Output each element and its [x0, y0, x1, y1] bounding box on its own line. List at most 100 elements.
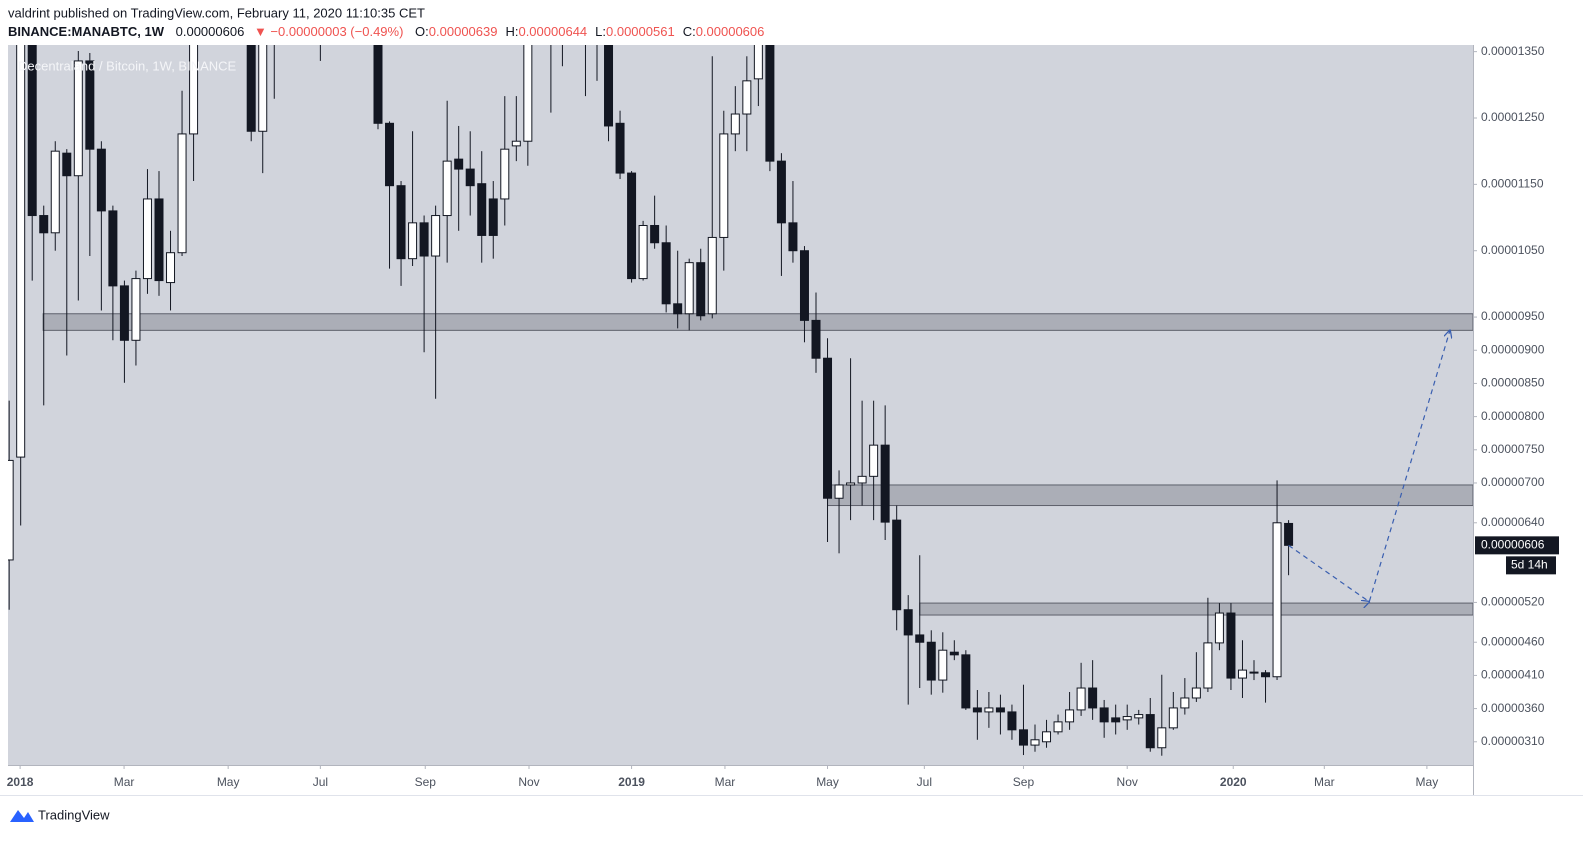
candle-body	[719, 133, 729, 238]
x-tick-label: Jul	[917, 775, 932, 789]
candle-body	[108, 210, 118, 287]
candle-body	[972, 707, 982, 713]
ohlc-key: O:	[415, 24, 429, 39]
candle-body	[419, 222, 429, 257]
ohlc-key: C:	[683, 24, 696, 39]
x-tick-label: May	[1416, 775, 1439, 789]
candle-body	[846, 482, 856, 486]
candle-body	[50, 150, 60, 234]
logo	[10, 810, 34, 822]
candle-body	[1157, 727, 1167, 749]
x-tick-label: 2019	[618, 775, 645, 789]
y-tick-label: 0.00001050	[1481, 243, 1545, 257]
candle-body	[661, 242, 671, 305]
candle-body	[119, 285, 129, 341]
y-tick-label: 0.00000410	[1481, 668, 1545, 682]
brand: TradingView	[38, 807, 110, 822]
candle-body	[823, 357, 833, 499]
symbol: BINANCE:MANABTC, 1W	[8, 24, 165, 39]
ohlc-value: 0.00000639	[429, 24, 498, 39]
y-tick-label: 0.00000700	[1481, 475, 1545, 489]
ohlc-value: 0.00000561	[606, 24, 675, 39]
candle-body	[96, 148, 106, 212]
candle-body	[177, 133, 187, 254]
y-tick-label: 0.00001350	[1481, 44, 1545, 58]
x-tick-label: May	[217, 775, 240, 789]
candle-body	[1042, 731, 1052, 743]
candle-body	[166, 252, 176, 284]
x-tick-label: Nov	[518, 775, 539, 789]
x-tick-label: 2018	[7, 775, 34, 789]
y-tick-label: 0.00000520	[1481, 595, 1545, 609]
candle-body	[385, 122, 395, 187]
x-tick-label: Mar	[114, 775, 135, 789]
x-tick-label: Mar	[715, 775, 736, 789]
candle-body	[949, 651, 959, 656]
candle-body	[1076, 687, 1086, 711]
candle-body	[62, 152, 72, 177]
candle-body	[258, 45, 268, 132]
price-tag-label: 0.00000606	[1481, 538, 1545, 552]
ohlc-key: H:	[505, 24, 518, 39]
candle-body	[373, 45, 383, 124]
y-tick-label: 0.00000360	[1481, 701, 1545, 715]
y-tick-label: 0.00000900	[1481, 342, 1545, 356]
candle-body	[1007, 711, 1017, 731]
candle-body	[16, 45, 26, 458]
candle-body	[1134, 714, 1144, 719]
candle-body	[488, 198, 498, 236]
candle-body	[523, 45, 533, 142]
candle-body	[892, 519, 902, 611]
x-tick-label: May	[816, 775, 839, 789]
y-tick-label: 0.00000750	[1481, 442, 1545, 456]
x-tick-label: Nov	[1117, 775, 1138, 789]
plot	[8, 45, 1473, 756]
byline: valdrint published on TradingView.com, F…	[8, 5, 425, 20]
candle-body	[154, 198, 164, 282]
price-tag	[1475, 536, 1559, 555]
candle-body	[869, 444, 879, 477]
candle-body	[707, 236, 717, 315]
candle-body	[615, 122, 625, 174]
candle-body	[799, 250, 809, 321]
candle-body	[1018, 729, 1028, 746]
candle-body	[984, 707, 994, 713]
candle-body	[742, 80, 752, 115]
ohlc-value: 0.00000644	[518, 24, 587, 39]
candle-body	[1249, 671, 1259, 674]
candle-body	[396, 185, 406, 260]
candle-body	[1099, 707, 1109, 723]
candle-body	[638, 224, 648, 280]
candle-body	[1145, 714, 1155, 749]
candle-body	[442, 160, 452, 217]
y-tick-label: 0.00000800	[1481, 409, 1545, 423]
candle-body	[730, 113, 740, 135]
candle-body	[788, 222, 798, 252]
candle-body	[1272, 522, 1282, 678]
zone	[42, 313, 1473, 331]
candle-body	[1088, 687, 1098, 709]
candle-body	[1030, 739, 1040, 746]
x-tick-label: Sep	[1013, 775, 1035, 789]
countdown-tag	[1506, 556, 1556, 575]
candle-body	[1111, 717, 1121, 723]
x-tick-label: Sep	[415, 775, 437, 789]
candle-body	[673, 303, 683, 315]
candle-body	[1122, 716, 1132, 721]
candle-body	[1053, 721, 1063, 733]
candle-body	[465, 168, 475, 187]
y-tick-label: 0.00000310	[1481, 734, 1545, 748]
candle-body	[454, 158, 464, 170]
plot-area	[8, 45, 1473, 765]
candle-body	[903, 609, 913, 636]
x-tick-label: 2020	[1220, 775, 1247, 789]
ohlc-value: 0.00000606	[696, 24, 765, 39]
candle-body	[142, 198, 152, 280]
candle-body	[857, 475, 867, 484]
candle-body	[511, 140, 521, 147]
y-tick-label: 0.00001250	[1481, 110, 1545, 124]
candle-body	[926, 641, 936, 681]
candle-body	[776, 160, 786, 224]
candle-body	[915, 634, 925, 643]
